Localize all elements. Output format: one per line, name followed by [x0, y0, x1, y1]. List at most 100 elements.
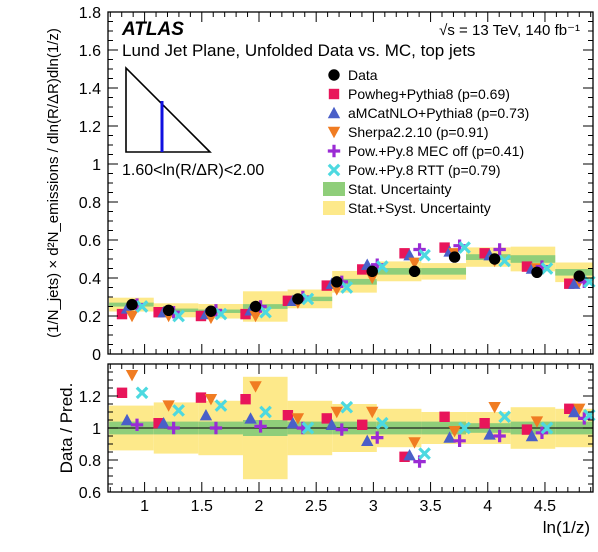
markers-top: [116, 239, 596, 325]
mc-point-top: [340, 281, 354, 294]
mc-point-top: [330, 284, 343, 296]
mc-point-top: [498, 254, 511, 268]
mc-point-ratio: [568, 405, 581, 418]
x-tick-label: 2: [255, 498, 264, 515]
y-tick-label-bottom: 1.2: [79, 389, 101, 406]
mc-point-top: [116, 308, 128, 320]
legend: Data Powheg+Pythia8 (p=0.69) aMCatNLO+Pyth…: [323, 67, 529, 216]
mc-point-ratio: [291, 413, 305, 425]
mc-point-ratio: [540, 421, 554, 435]
legend-entry-label: Pow.+Py.8 RTT (p=0.79): [348, 162, 501, 178]
mc-point-top: [172, 309, 185, 323]
mc-point-ratio: [130, 418, 144, 431]
mc-point-ratio: [498, 410, 511, 424]
mc-point-ratio: [286, 417, 300, 429]
x-axis-label: ln(1/z): [543, 518, 590, 537]
legend-marker: [327, 163, 341, 177]
mc-point-ratio: [157, 417, 170, 429]
mc-point-ratio: [214, 399, 228, 412]
mc-point-top: [214, 307, 228, 321]
stat-band-top: [555, 269, 593, 276]
stat-band-top: [153, 308, 199, 313]
mc-point-ratio: [399, 451, 410, 462]
mc-point-ratio: [443, 431, 456, 443]
data-point: [162, 304, 175, 316]
mc-point-ratio: [335, 423, 348, 436]
mc-point-ratio: [564, 403, 575, 414]
mc-point-ratio: [448, 426, 461, 438]
mc-point-ratio: [204, 394, 218, 406]
legend-marker: [327, 106, 341, 119]
mc-point-ratio: [172, 404, 185, 417]
mc-point-top: [153, 307, 164, 318]
y-tick-label-bottom: 1: [92, 421, 101, 438]
x-tick-label: 3.5: [419, 498, 441, 515]
y-tick-label-top: 0.2: [79, 309, 101, 326]
mc-point-top: [195, 310, 207, 322]
data-point: [573, 270, 585, 282]
y-axis-label-bottom: Data / Pred.: [57, 383, 76, 474]
mc-point-ratio: [458, 421, 471, 435]
mc-point-ratio: [418, 447, 431, 460]
mc-point-top: [568, 277, 581, 289]
y-tick-label-top: 0.4: [79, 271, 101, 288]
mc-point-ratio: [282, 410, 294, 421]
mc-point-top: [521, 261, 533, 272]
mc-point-top: [375, 260, 389, 273]
x-tick-label: 1.5: [191, 498, 213, 515]
legend-marker: [327, 126, 341, 139]
mc-point-ratio: [259, 405, 272, 419]
data-point: [292, 293, 304, 305]
y-tick-label-top: 1.4: [79, 81, 101, 98]
data-point: [126, 298, 138, 311]
stat-band-top: [376, 268, 422, 275]
mc-point-ratio: [195, 392, 207, 403]
mc-point-top: [479, 248, 490, 259]
data-point: [366, 265, 378, 278]
legend-entry-label: aMCatNLO+Pythia8 (p=0.73): [348, 105, 529, 121]
mc-point-top: [301, 292, 315, 306]
mc-point-ratio: [249, 381, 262, 393]
mc-point-ratio: [479, 418, 490, 429]
mc-point-top: [418, 248, 431, 262]
mc-point-ratio: [573, 403, 586, 415]
legend-entry-label: Stat.+Syst. Uncertainty: [348, 200, 491, 216]
mc-point-ratio: [488, 402, 501, 414]
mc-point-ratio: [153, 418, 164, 429]
slice-label: 1.60<ln(R/ΔR)<2.00: [122, 162, 264, 179]
x-tick-label: 4: [483, 498, 492, 515]
mc-point-top: [321, 280, 332, 291]
mc-point-ratio: [361, 434, 374, 446]
data-point: [448, 251, 461, 263]
mc-point-top: [135, 300, 149, 313]
data-point: [408, 265, 421, 278]
mc-point-top: [439, 242, 450, 253]
experiment-label: ATLAS: [121, 19, 184, 40]
y-tick-label-top: 0.8: [79, 195, 101, 212]
mc-point-ratio: [240, 394, 251, 405]
mc-point-top: [125, 310, 139, 323]
mc-point-top: [458, 241, 471, 254]
mc-point-ratio: [375, 416, 389, 430]
x-tick-label: 4.5: [534, 498, 556, 515]
y-tick-label-top: 0.6: [79, 233, 101, 250]
legend-marker: [328, 88, 340, 100]
mc-point-ratio: [199, 409, 213, 421]
mc-point-ratio: [439, 411, 450, 422]
x-tick-label: 3: [369, 498, 378, 515]
data-point: [249, 300, 262, 313]
y-tick-label-bottom: 0.6: [79, 485, 101, 502]
stat-band-top: [421, 268, 467, 275]
y-tick-label-bottom: 0.8: [79, 453, 101, 470]
mc-point-ratio: [493, 429, 506, 443]
mc-point-ratio: [525, 429, 539, 442]
mc-point-ratio: [125, 370, 139, 382]
mc-point-ratio: [357, 419, 368, 430]
legend-band-swatch: [323, 182, 345, 196]
mc-point-ratio: [366, 406, 379, 419]
mc-point-top: [399, 248, 410, 259]
legend-entry-label: Powheg+Pythia8 (p=0.69): [348, 86, 510, 102]
legend-entry-label: Stat. Uncertainty: [348, 181, 452, 197]
energy-label: √s = 13 TeV, 140 fb⁻¹: [439, 22, 580, 39]
